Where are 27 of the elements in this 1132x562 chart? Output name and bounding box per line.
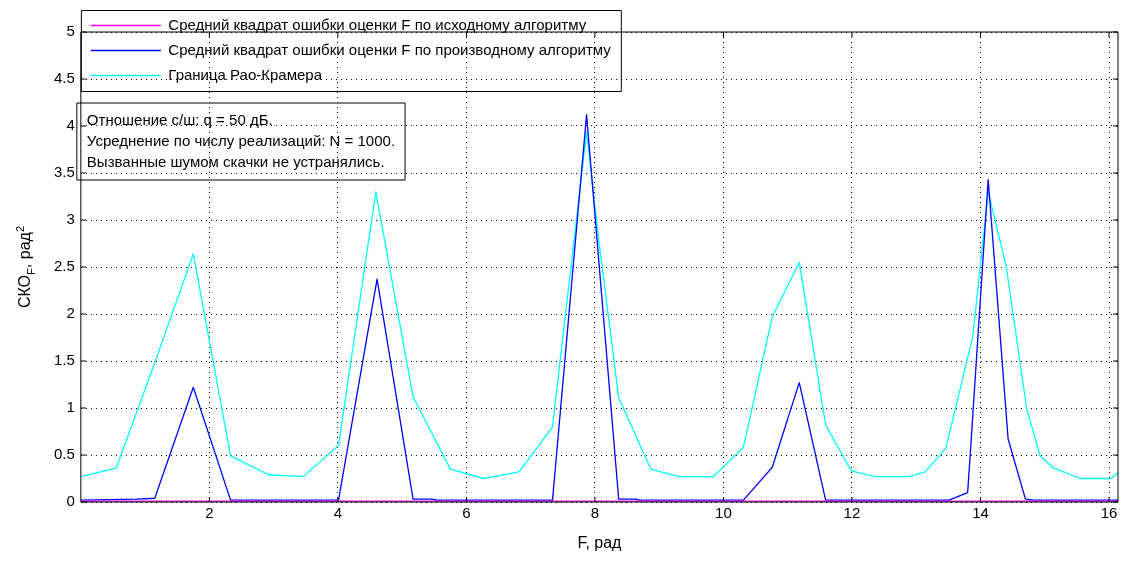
x-tick-label: 12 xyxy=(843,504,861,522)
x-tick-label: 16 xyxy=(1100,504,1118,522)
y-tick-label: 0 xyxy=(66,492,75,510)
y-tick-label: 0.5 xyxy=(53,445,75,463)
legend-label: Средний квадрат ошибки оценки F по исходному алгоритму xyxy=(168,15,587,33)
x-tick-label: 10 xyxy=(715,504,732,522)
x-tick-label: 14 xyxy=(972,504,989,522)
y-axis-title: СКОF, рад2 xyxy=(13,225,37,309)
y-tick-label: 4 xyxy=(66,116,75,134)
y-tick-label: 1 xyxy=(66,398,75,416)
y-tick-label: 3 xyxy=(66,210,75,228)
x-tick-label: 4 xyxy=(333,504,343,522)
y-tick-label: 3.5 xyxy=(53,163,75,181)
annotation: Усреднение по числу реализаций: N = 1000. xyxy=(86,132,396,149)
annotation: Отношение с/ш: q = 50 дБ. xyxy=(86,111,273,128)
annotation: Вызванные шумом скачки не устранялись. xyxy=(86,153,385,170)
y-tick-label: 5 xyxy=(66,22,75,40)
legend-label: Средний квадрат ошибки оценки F по производному алгоритму xyxy=(168,40,612,58)
x-axis-title: F, рад xyxy=(577,534,623,551)
y-tick-label: 4.5 xyxy=(53,69,75,87)
x-tick-label: 6 xyxy=(462,504,471,522)
x-tick-label: 8 xyxy=(590,504,600,522)
y-tick-label: 2 xyxy=(66,304,75,322)
y-tick-label: 1.5 xyxy=(53,351,75,369)
x-tick-label: 2 xyxy=(205,504,214,522)
legend-label: Граница Рао-Крамера xyxy=(168,65,323,83)
y-tick-label: 2.5 xyxy=(53,257,75,275)
